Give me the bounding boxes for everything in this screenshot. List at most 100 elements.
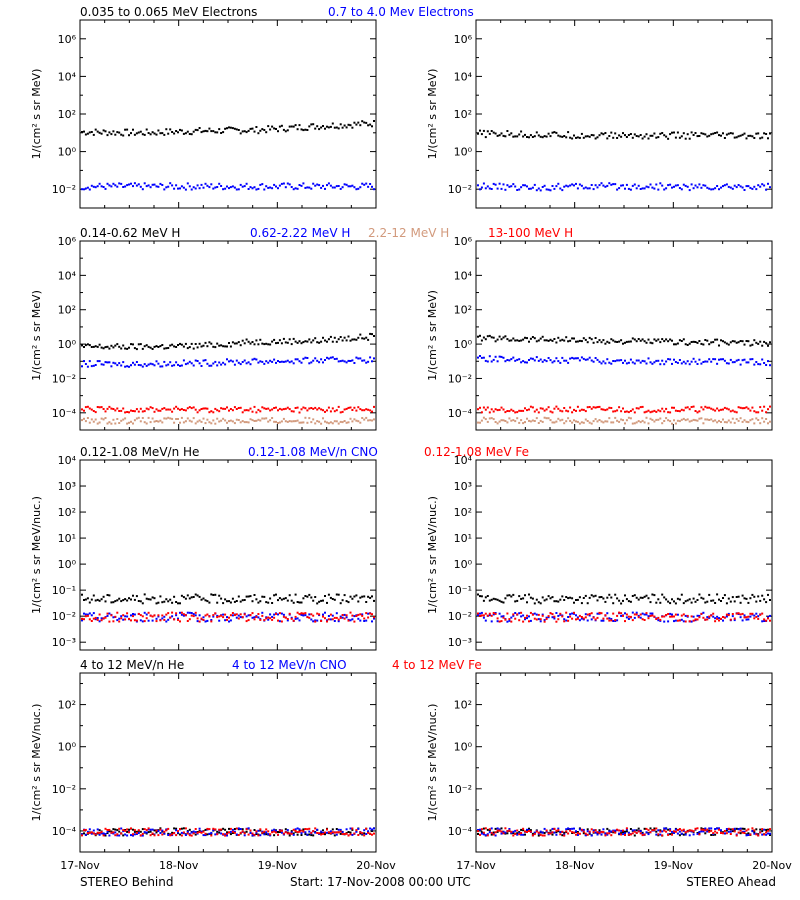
data-point <box>733 421 736 424</box>
data-point <box>114 422 117 425</box>
data-point <box>680 408 683 411</box>
data-point <box>535 598 538 601</box>
data-point <box>602 619 605 622</box>
data-point <box>263 831 266 834</box>
data-point <box>308 125 311 128</box>
data-point <box>500 338 503 341</box>
data-point <box>537 834 540 837</box>
data-point <box>110 344 113 347</box>
data-point <box>631 832 634 835</box>
data-point <box>357 406 360 409</box>
data-point <box>500 355 503 358</box>
data-point <box>680 340 683 342</box>
data-point <box>480 186 483 189</box>
data-point <box>204 832 207 835</box>
y-tick-label: 10⁴ <box>58 454 77 467</box>
data-point <box>559 361 562 364</box>
data-point <box>300 613 303 616</box>
data-point <box>720 134 722 137</box>
data-point <box>747 832 750 835</box>
data-point <box>373 616 375 619</box>
data-point <box>251 341 254 343</box>
data-point <box>482 833 485 836</box>
data-point <box>576 598 579 601</box>
data-point <box>345 828 348 831</box>
data-point <box>755 615 758 618</box>
data-point <box>712 832 715 835</box>
data-point <box>761 136 764 139</box>
data-point <box>228 420 230 423</box>
data-point <box>145 831 148 834</box>
data-point <box>584 135 587 138</box>
data-point <box>337 338 340 341</box>
y-axis-label: 1/(cm² s sr MeV) <box>426 290 439 381</box>
data-point <box>743 830 746 833</box>
data-point <box>190 596 193 599</box>
data-point <box>700 828 703 831</box>
data-point <box>161 421 164 424</box>
data-point <box>716 338 719 341</box>
data-point <box>600 830 603 833</box>
data-point <box>592 134 595 137</box>
data-point <box>204 129 207 132</box>
data-point <box>94 833 97 836</box>
data-point <box>731 187 734 190</box>
data-point <box>765 619 768 622</box>
data-point <box>137 183 140 186</box>
data-point <box>369 332 372 335</box>
data-point <box>686 418 689 421</box>
panel-title: 0.12-1.08 MeV/n He <box>80 445 199 459</box>
data-point <box>565 409 568 412</box>
data-point <box>120 409 123 412</box>
data-point <box>576 340 579 343</box>
data-point <box>286 832 289 835</box>
data-point <box>122 407 125 410</box>
data-point <box>282 337 285 340</box>
data-point <box>741 359 744 362</box>
data-point <box>678 834 681 837</box>
data-point <box>90 620 93 622</box>
data-point <box>747 134 750 137</box>
data-point <box>500 406 503 409</box>
data-point <box>635 611 638 614</box>
data-point <box>202 407 205 410</box>
data-point <box>165 128 168 131</box>
data-point <box>563 618 566 621</box>
data-point <box>218 619 221 622</box>
data-point <box>604 409 607 412</box>
data-point <box>531 834 534 837</box>
data-point <box>663 596 666 599</box>
data-point <box>620 832 623 835</box>
data-point <box>561 834 564 837</box>
data-point <box>318 613 321 616</box>
data-point <box>90 184 93 187</box>
data-point <box>494 831 497 834</box>
data-point <box>720 617 722 620</box>
data-point <box>92 345 95 348</box>
data-point <box>210 183 213 186</box>
data-point <box>212 130 215 133</box>
data-point <box>100 617 103 620</box>
data-point <box>731 340 734 343</box>
data-point <box>282 597 285 600</box>
data-point <box>520 339 523 342</box>
data-point <box>141 410 144 413</box>
data-point <box>680 614 683 617</box>
data-point <box>208 615 211 618</box>
data-point <box>298 613 301 616</box>
data-point <box>663 827 666 830</box>
data-point <box>745 618 748 621</box>
data-point <box>106 407 109 410</box>
data-point <box>245 830 248 833</box>
data-point <box>533 135 536 138</box>
data-point <box>318 420 321 423</box>
data-point <box>561 418 564 421</box>
data-point <box>743 132 746 135</box>
data-point <box>110 601 113 604</box>
data-point <box>190 342 193 345</box>
data-point <box>345 407 348 410</box>
data-point <box>547 616 550 619</box>
data-point <box>296 827 299 830</box>
data-point <box>245 182 248 185</box>
data-point <box>725 342 728 345</box>
